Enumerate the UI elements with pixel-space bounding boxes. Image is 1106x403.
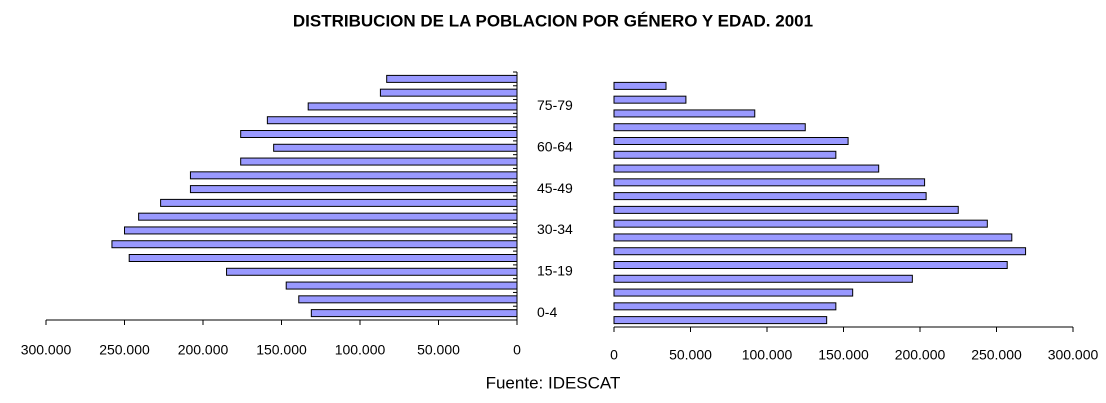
bar [111, 240, 518, 249]
bar [613, 205, 959, 214]
bar [285, 281, 518, 290]
source: Fuente: IDESCAT [486, 373, 621, 392]
bar [226, 267, 518, 276]
bar [613, 109, 756, 118]
x-tick-label: 300.000 [1048, 347, 1099, 363]
bar [189, 171, 518, 180]
x-tick-label: 150.000 [256, 342, 307, 358]
bar [613, 233, 1013, 242]
x-tick-label: 50.000 [417, 342, 460, 358]
bar [310, 309, 518, 318]
chart-title: DISTRIBUCION DE LA POBLACION POR GÉNERO … [293, 11, 813, 30]
x-tick-label: 200.000 [895, 347, 946, 363]
bar [128, 254, 518, 262]
y-tick-label: 30-34 [537, 221, 573, 237]
bar [240, 157, 518, 166]
bar [124, 226, 518, 235]
x-tick-label: 300.000 [21, 342, 72, 358]
bar [138, 212, 518, 221]
bar [613, 316, 828, 325]
x-tick-label: 150.000 [818, 347, 869, 363]
bar [613, 192, 927, 201]
x-tick-label: 100.000 [335, 342, 386, 358]
bar [298, 295, 518, 304]
x-tick-label: 250.000 [99, 342, 150, 358]
bar [379, 88, 518, 97]
bar [613, 123, 806, 132]
y-tick-label: 75-79 [537, 97, 573, 113]
bar [266, 116, 518, 125]
x-tick-label: 0 [513, 342, 521, 358]
x-tick-label: 250.000 [971, 347, 1022, 363]
bar [613, 150, 837, 159]
bar [613, 288, 854, 297]
bar [613, 81, 667, 90]
bar [189, 185, 518, 194]
x-tick-label: 200.000 [178, 342, 229, 358]
x-tick-label: 50.000 [669, 347, 712, 363]
bar [613, 247, 1027, 256]
bar [307, 102, 518, 111]
y-tick-label: 15-19 [537, 262, 573, 278]
bar [613, 178, 926, 187]
x-tick-label: 0 [610, 347, 618, 363]
bar [613, 302, 837, 311]
y-tick-label: 60-64 [537, 138, 573, 154]
y-tick-label: 0-4 [537, 304, 557, 320]
x-tick-label: 100.000 [742, 347, 793, 363]
y-tick-label: 45-49 [537, 180, 573, 196]
bar [613, 95, 687, 104]
bar [613, 164, 880, 173]
bar [240, 130, 518, 138]
bar [273, 143, 518, 152]
bar [613, 261, 1008, 269]
bar [386, 74, 518, 83]
bar [613, 274, 913, 283]
bar [613, 219, 988, 228]
bar [160, 198, 518, 207]
bar [613, 137, 849, 145]
